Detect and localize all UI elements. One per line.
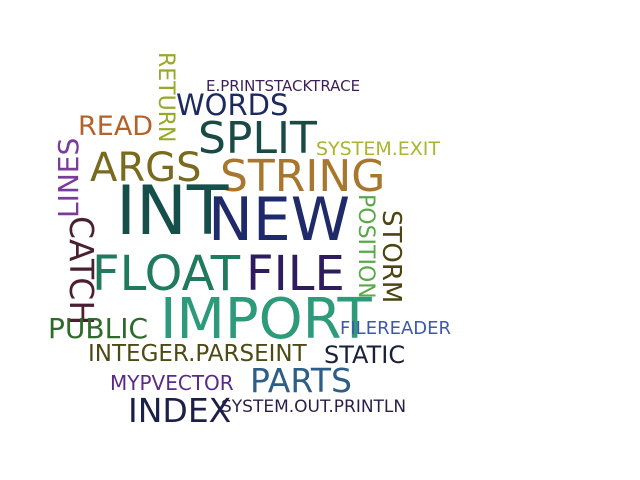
word-filereader: FILEREADER: [340, 318, 451, 339]
word-parts: PARTS: [250, 361, 352, 400]
word-int: INT: [116, 172, 229, 251]
word-import: IMPORT: [160, 287, 372, 352]
word-e-printstacktrace: E.PRINTSTACKTRACE: [206, 77, 361, 95]
word-read: READ: [78, 111, 154, 142]
word-lines: LINES: [52, 137, 85, 218]
word-split: SPLIT: [198, 113, 317, 164]
word-integer-parseint: INTEGER.PARSEINT: [88, 341, 307, 367]
word-new: NEW: [208, 185, 351, 255]
word-system-out-println: SYSTEM.OUT.PRINTLN: [221, 397, 407, 417]
word-float: FLOAT: [92, 246, 241, 302]
word-return: RETURN: [153, 52, 178, 143]
word-file: FILE: [246, 246, 345, 302]
word-args: ARGS: [90, 145, 202, 191]
word-public: PUBLIC: [48, 312, 148, 345]
word-index: INDEX: [128, 391, 232, 430]
word-words: WORDS: [176, 88, 289, 122]
word-mypvector: MYPVECTOR: [110, 371, 234, 395]
word-static: STATIC: [324, 341, 406, 369]
word-string: STRING: [220, 151, 386, 202]
word-position: POSITION: [353, 194, 378, 299]
word-storm: STORM: [376, 210, 406, 304]
word-system-exit: SYSTEM.EXIT: [316, 138, 441, 160]
